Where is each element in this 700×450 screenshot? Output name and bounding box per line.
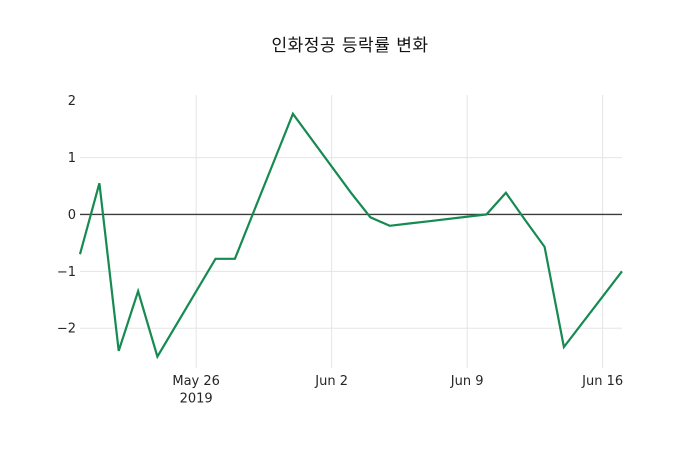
- x-tick-label: Jun 9: [450, 374, 484, 389]
- y-tick-label: −1: [57, 265, 76, 280]
- y-tick-label: −2: [57, 322, 76, 337]
- y-tick-label: 0: [68, 208, 76, 223]
- series-line: [78, 111, 623, 360]
- x-tick-label: May 26: [172, 374, 220, 389]
- x-tick-label: Jun 16: [581, 374, 623, 389]
- y-tick-label: 2: [68, 94, 76, 109]
- y-tick-label: 1: [68, 151, 76, 166]
- x-tick-label: Jun 2: [314, 374, 348, 389]
- x-tick-label: 2019: [180, 392, 213, 407]
- chart-title: 인화정공 등락률 변화: [271, 36, 429, 56]
